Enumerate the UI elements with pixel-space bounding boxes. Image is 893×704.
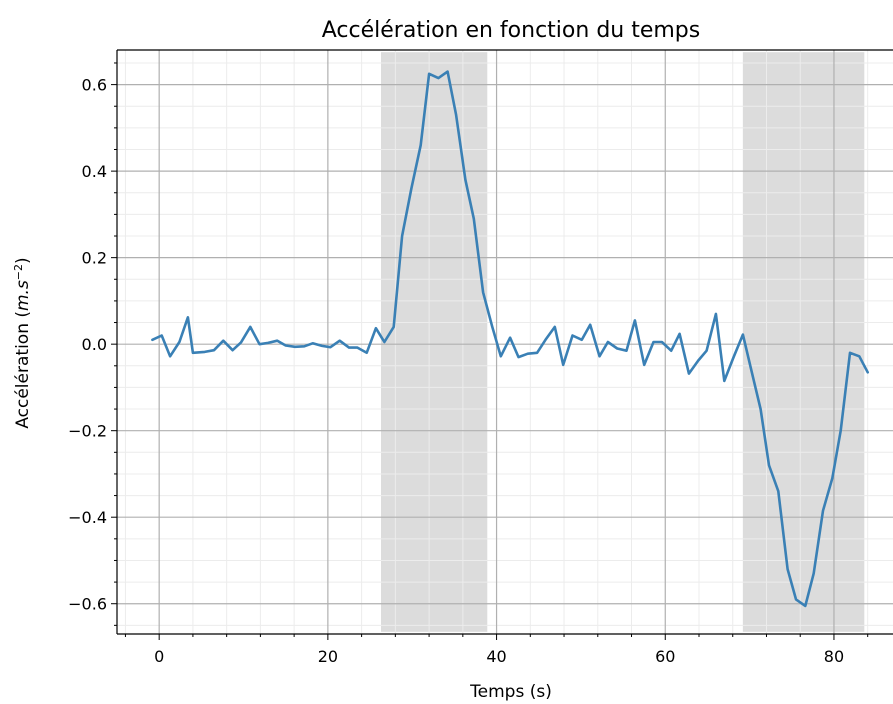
y-tick-label: 0.4: [82, 162, 107, 181]
y-tick-label: −0.6: [68, 595, 107, 614]
x-tick-label: 0: [154, 647, 164, 666]
y-axis-label: Accélération (m.s−2): [12, 257, 34, 428]
y-tick-label: −0.4: [68, 508, 107, 527]
y-axis-label-math: m.s: [13, 280, 33, 311]
y-axis-label-prefix: Accélération (: [13, 311, 33, 429]
x-tick-label: 40: [486, 647, 506, 666]
x-tick-label: 20: [318, 647, 338, 666]
shaded-regions: [381, 52, 865, 632]
x-axis-label: Temps (s): [469, 682, 552, 702]
y-tick-label: −0.2: [68, 422, 107, 441]
chart-title: Accélération en fonction du temps: [322, 18, 700, 43]
y-axis-label-suffix: ): [13, 257, 33, 264]
x-tick-label: 60: [655, 647, 675, 666]
y-axis-label-exponent: −2: [12, 264, 25, 280]
axes: 0 20 40 60 80 −0.6 −0.4 −0.2 0.0 0.2 0.4 0.6: [68, 49, 893, 666]
grid: [117, 50, 893, 634]
x-tick-label: 80: [824, 647, 844, 666]
series-line: [151, 70, 870, 608]
y-tick-label: 0.6: [82, 76, 107, 95]
shaded-region: [742, 52, 865, 632]
y-tick-label: 0.0: [82, 335, 107, 354]
y-tick-label: 0.2: [82, 249, 107, 268]
series-layer: [151, 70, 870, 608]
shaded-region: [381, 52, 488, 632]
